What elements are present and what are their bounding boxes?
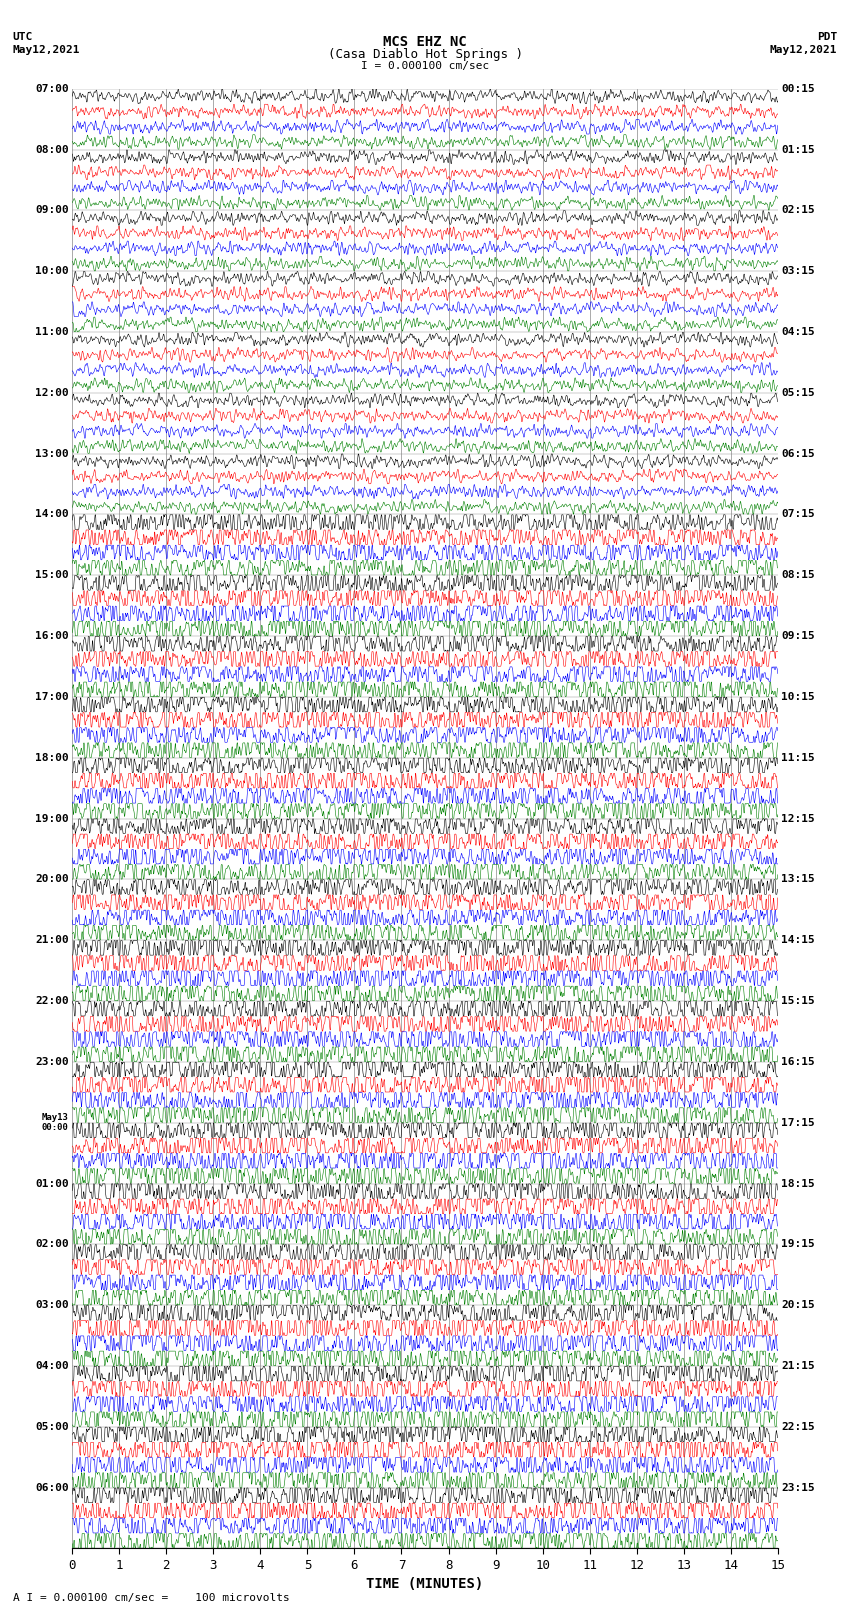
Text: 19:00: 19:00 [35,813,69,824]
Text: 04:00: 04:00 [35,1361,69,1371]
Text: 13:15: 13:15 [781,874,815,884]
X-axis label: TIME (MINUTES): TIME (MINUTES) [366,1578,484,1592]
Text: 17:00: 17:00 [35,692,69,702]
Text: 12:15: 12:15 [781,813,815,824]
Text: A I = 0.000100 cm/sec =    100 microvolts: A I = 0.000100 cm/sec = 100 microvolts [13,1594,290,1603]
Text: 05:00: 05:00 [35,1421,69,1432]
Text: 23:15: 23:15 [781,1482,815,1492]
Text: 18:15: 18:15 [781,1179,815,1189]
Text: I = 0.000100 cm/sec: I = 0.000100 cm/sec [361,61,489,71]
Text: 07:00: 07:00 [35,84,69,94]
Text: 03:00: 03:00 [35,1300,69,1310]
Text: 18:00: 18:00 [35,753,69,763]
Text: 01:15: 01:15 [781,145,815,155]
Text: 16:00: 16:00 [35,631,69,640]
Text: 00:15: 00:15 [781,84,815,94]
Text: UTC: UTC [13,32,33,42]
Text: 19:15: 19:15 [781,1239,815,1250]
Text: 15:00: 15:00 [35,571,69,581]
Text: 22:00: 22:00 [35,997,69,1007]
Text: 15:15: 15:15 [781,997,815,1007]
Text: 16:15: 16:15 [781,1057,815,1066]
Text: 14:15: 14:15 [781,936,815,945]
Text: 21:15: 21:15 [781,1361,815,1371]
Text: 08:15: 08:15 [781,571,815,581]
Text: 07:15: 07:15 [781,510,815,519]
Text: 08:00: 08:00 [35,145,69,155]
Text: 09:00: 09:00 [35,205,69,216]
Text: 10:00: 10:00 [35,266,69,276]
Text: 10:15: 10:15 [781,692,815,702]
Text: MCS EHZ NC: MCS EHZ NC [383,35,467,50]
Text: 11:00: 11:00 [35,327,69,337]
Text: PDT: PDT [817,32,837,42]
Text: 04:15: 04:15 [781,327,815,337]
Text: 12:00: 12:00 [35,387,69,398]
Text: 14:00: 14:00 [35,510,69,519]
Text: 20:15: 20:15 [781,1300,815,1310]
Text: 01:00: 01:00 [35,1179,69,1189]
Text: 20:00: 20:00 [35,874,69,884]
Text: 17:15: 17:15 [781,1118,815,1127]
Text: 02:00: 02:00 [35,1239,69,1250]
Text: 23:00: 23:00 [35,1057,69,1066]
Text: 11:15: 11:15 [781,753,815,763]
Text: May12,2021: May12,2021 [770,45,837,55]
Text: 21:00: 21:00 [35,936,69,945]
Text: May12,2021: May12,2021 [13,45,80,55]
Text: 13:00: 13:00 [35,448,69,458]
Text: 06:00: 06:00 [35,1482,69,1492]
Text: 03:15: 03:15 [781,266,815,276]
Text: 02:15: 02:15 [781,205,815,216]
Text: 22:15: 22:15 [781,1421,815,1432]
Text: 09:15: 09:15 [781,631,815,640]
Text: May13
00:00: May13 00:00 [42,1113,69,1132]
Text: (Casa Diablo Hot Springs ): (Casa Diablo Hot Springs ) [327,48,523,61]
Text: 05:15: 05:15 [781,387,815,398]
Text: 06:15: 06:15 [781,448,815,458]
